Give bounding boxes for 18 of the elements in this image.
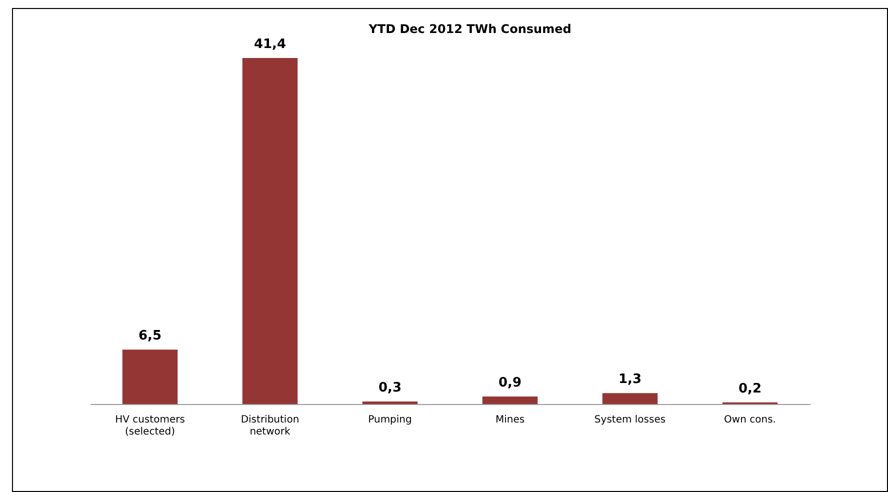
x-tick-label: HV customers (selected) xyxy=(115,414,185,438)
data-label: 0,9 xyxy=(498,375,522,390)
x-tick-label: Pumping xyxy=(368,414,412,426)
x-tick-label: Mines xyxy=(495,414,525,426)
bar xyxy=(122,350,178,404)
data-label: 6,5 xyxy=(138,328,162,344)
data-label: 0,3 xyxy=(378,380,402,396)
bar xyxy=(242,58,298,404)
bar xyxy=(602,393,658,404)
bar xyxy=(362,401,418,404)
bar xyxy=(482,396,538,404)
data-label: 0,2 xyxy=(738,381,762,396)
x-tick-label: System losses xyxy=(594,414,666,426)
data-label: 41,4 xyxy=(254,37,286,52)
x-tick-label: Distribution network xyxy=(240,414,300,438)
data-label: 1,3 xyxy=(618,372,642,388)
chart-title: YTD Dec 2012 TWh Consumed xyxy=(368,22,572,36)
x-tick-label: Own cons. xyxy=(724,414,776,426)
